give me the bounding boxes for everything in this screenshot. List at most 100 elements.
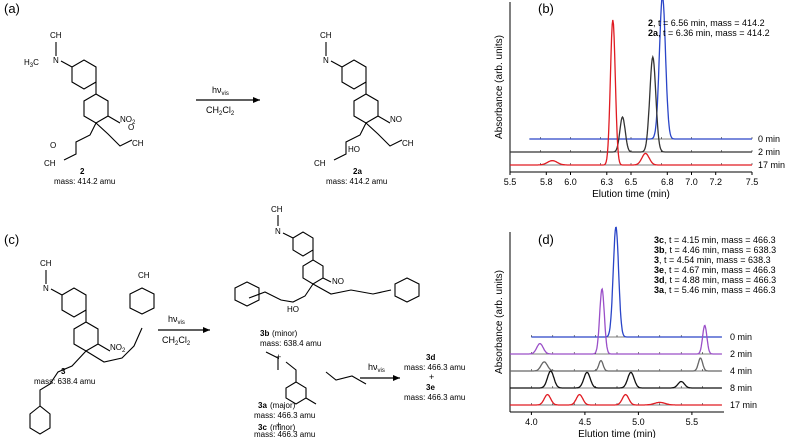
y-axis-label: Absorbance (arb. units)	[494, 35, 505, 139]
scheme-c: CH N NO2 CH CH 3 mass: 638.4 amu hνvis C…	[29, 205, 465, 439]
compound-3b-tag: (minor)	[272, 329, 298, 338]
methyl-piperazine-right: CH	[138, 271, 150, 280]
solvent-c: CH2Cl2	[162, 335, 191, 347]
series-line	[510, 287, 722, 355]
plus-1: +	[276, 352, 281, 362]
amine-n: N	[323, 56, 329, 65]
scheme-a: CH H3C N NO2 CH CH O O 2 mass: 414.2 amu…	[24, 31, 414, 186]
x-axis-label: Elution time (min)	[592, 189, 670, 200]
compound-2-mass: mass: 414.2 amu	[54, 177, 115, 186]
x-tick-label: 5.5	[686, 417, 699, 427]
series-line	[510, 393, 722, 406]
x-tick-label: 5.5	[504, 177, 517, 187]
plus-3: +	[429, 372, 434, 382]
series-label: 0 min	[758, 134, 780, 144]
n-methyl-label: CH	[271, 205, 283, 214]
nitro-group: NO2	[120, 115, 136, 126]
x-tick-label: 5.0	[632, 417, 645, 427]
compound-2-structure: CH H3C N NO2 CH CH O O	[24, 31, 144, 168]
compound-3d-mass: mass: 466.3 amu	[404, 363, 465, 372]
series-line	[510, 370, 722, 389]
hydroxyl-label: HO	[348, 145, 360, 154]
x-tick-label: 7.2	[709, 177, 722, 187]
chart-d: 4.0 4.5 5.0 5.5 Elution time (min) Absorbance…	[494, 226, 776, 440]
legend-entry: 3, t = 4.54 min, mass = 638.3	[654, 255, 771, 265]
amine-n: N	[43, 284, 49, 293]
panel-label-c: (c)	[4, 232, 19, 247]
x-tick-label: 5.8	[540, 177, 553, 187]
hydroxyl-label: HO	[287, 305, 299, 314]
legend-entry: 2, t = 6.56 min, mass = 414.2	[648, 18, 765, 28]
arrow-head-c2	[393, 375, 400, 381]
legend-entry: 3c, t = 4.15 min, mass = 466.3	[654, 235, 776, 245]
compound-2a-structure: CH N NO HO CH CH	[314, 31, 414, 168]
compound-3b-name: 3b	[260, 329, 269, 338]
compound-3a-structure	[265, 351, 367, 405]
series-label: 17 min	[730, 400, 757, 410]
arrow-head-a	[253, 97, 260, 103]
compound-3-mass: mass: 638.4 amu	[34, 377, 95, 386]
compound-3-structure: CH N NO2 CH CH	[29, 259, 155, 435]
compound-3c-mass: mass: 466.3 amu	[254, 430, 315, 438]
x-tick-label: 6.3	[601, 177, 614, 187]
panel-label-d: (d)	[538, 232, 554, 247]
x-tick-label: 4.5	[579, 417, 592, 427]
methyl-left: CH	[44, 159, 56, 168]
methyl-right: CH	[402, 139, 414, 148]
plus-2: +	[276, 420, 281, 430]
legend-entry: 2a, t = 6.36 min, mass = 414.2	[648, 28, 770, 38]
series-line	[510, 357, 722, 372]
methyl-right: CH	[132, 139, 144, 148]
compound-3e-name: 3e	[426, 383, 435, 392]
y-axis-label: Absorbance (arb. units)	[494, 270, 505, 374]
compound-2-name: 2	[80, 167, 85, 176]
solvent-a: CH2Cl2	[206, 105, 235, 117]
amine-n: N	[275, 227, 281, 236]
light-condition-c: hνvis	[168, 314, 185, 326]
light-condition-a: hνvis	[212, 85, 229, 97]
compound-3-name: 3	[61, 367, 66, 376]
panel-label-a: (a)	[4, 1, 20, 16]
ester-o-right: O	[128, 123, 134, 132]
compound-3e-mass: mass: 466.3 amu	[404, 393, 465, 402]
x-tick-label: 7.0	[685, 177, 698, 187]
n-methyl-label: CH	[320, 31, 332, 40]
legend-entry: 3b, t = 4.46 min, mass = 638.3	[654, 245, 776, 255]
series-line	[510, 54, 752, 153]
x-axis-label: Elution time (min)	[578, 429, 656, 438]
compound-3c-name: 3c	[258, 423, 267, 432]
compound-3b-mass: mass: 638.4 amu	[260, 339, 321, 348]
panel-label-b: (b)	[538, 1, 554, 16]
nitroso-group: NO	[390, 115, 402, 124]
x-tick-label: 6.8	[661, 177, 674, 187]
series-line	[531, 226, 722, 338]
compound-2a-name: 2a	[353, 167, 362, 176]
compound-2a-mass: mass: 414.2 amu	[326, 177, 387, 186]
light-condition-c2: hνvis	[368, 362, 385, 374]
series-label: 2 min	[730, 349, 752, 359]
n-methyl-label: CH	[50, 31, 62, 40]
compound-3d-name: 3d	[426, 353, 435, 362]
legend-entry: 3e, t = 4.67 min, mass = 466.3	[654, 265, 776, 275]
x-tick-label: 7.5	[746, 177, 759, 187]
ester-o-left: O	[50, 141, 56, 150]
legend-entry: 3d, t = 4.88 min, mass = 466.3	[654, 275, 776, 285]
series-line	[510, 19, 752, 166]
series-line	[529, 0, 752, 140]
x-tick-label: 6.0	[564, 177, 577, 187]
series-label: 0 min	[730, 332, 752, 342]
x-tick-label: 4.0	[525, 417, 538, 427]
compound-3a-mass: mass: 466.3 amu	[254, 411, 315, 420]
compound-3c-tag: (minor)	[270, 423, 296, 432]
nitro-group: NO2	[110, 343, 126, 354]
amine-n: N	[53, 56, 59, 65]
legend-entry: 3a, t = 5.46 min, mass = 466.3	[654, 285, 776, 295]
series-label: 2 min	[758, 147, 780, 157]
compound-3a-name: 3a	[258, 401, 267, 410]
series-label: 4 min	[730, 366, 752, 376]
nitroso-group: NO	[332, 277, 344, 286]
n-methyl-label-2: H3C	[24, 58, 39, 69]
n-methyl-label: CH	[40, 259, 52, 268]
arrow-head-c1	[203, 327, 210, 333]
